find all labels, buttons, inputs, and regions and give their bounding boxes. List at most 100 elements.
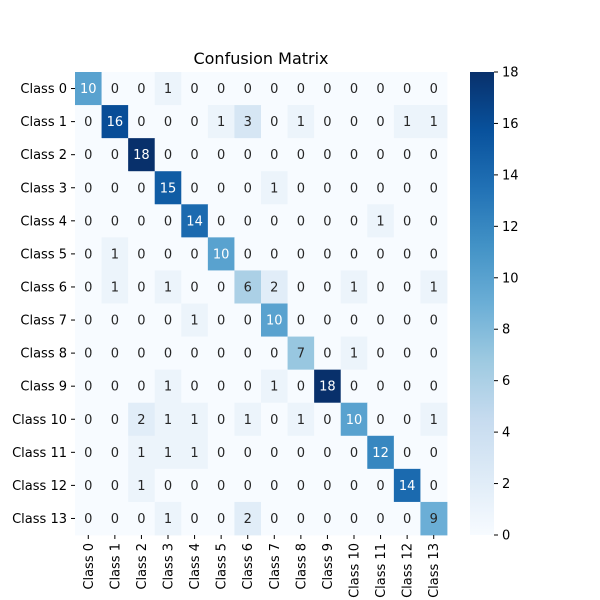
heatmap-cell — [154, 138, 182, 172]
cell-value-label: 0 — [164, 314, 172, 329]
heatmap-cell — [234, 105, 262, 139]
heatmap-cell — [314, 237, 342, 271]
cell-value-label: 0 — [164, 214, 172, 229]
heatmap-cell — [75, 501, 102, 536]
cell-value-label: 0 — [190, 380, 198, 395]
heatmap-cell — [128, 468, 156, 503]
cell-value-label: 0 — [244, 148, 252, 163]
heatmap-cell — [75, 270, 102, 304]
heatmap-cell — [101, 138, 129, 172]
cell-value-label: 0 — [137, 512, 145, 527]
heatmap-cell — [314, 435, 342, 470]
cell-value-label: 1 — [164, 413, 172, 428]
heatmap-cell — [207, 270, 235, 304]
column-tick-label: Class 12 — [401, 543, 416, 598]
heatmap-cell — [367, 468, 395, 503]
cell-value-label: 0 — [137, 214, 145, 229]
cell-value-label: 14 — [399, 479, 416, 494]
cell-value-label: 0 — [297, 181, 305, 196]
heatmap-cell — [420, 468, 448, 503]
cell-value-label: 0 — [270, 214, 278, 229]
cell-value-label: 0 — [297, 214, 305, 229]
heatmap-cell — [367, 501, 395, 536]
colorbar-tick-label: 6 — [502, 374, 510, 389]
heatmap-cell — [287, 435, 315, 470]
cell-value-label: 0 — [190, 347, 198, 362]
column-tick-label: Class 9 — [321, 543, 336, 590]
heatmap-cell — [340, 138, 368, 172]
cell-value-label: 0 — [270, 512, 278, 527]
cell-value-label: 0 — [350, 148, 358, 163]
heatmap-cell — [154, 468, 182, 503]
heatmap-cell — [154, 105, 182, 139]
heatmap-cell — [181, 204, 209, 238]
heatmap-cell — [340, 171, 368, 205]
cell-value-label: 10 — [266, 314, 283, 329]
cell-value-label: 0 — [430, 314, 438, 329]
cell-value-label: 0 — [430, 214, 438, 229]
cell-value-label: 2 — [137, 413, 145, 428]
heatmap-cell — [181, 468, 209, 503]
heatmap-cell — [181, 303, 209, 337]
colorbar-tick-label: 2 — [502, 477, 510, 492]
cell-value-label: 16 — [107, 115, 124, 130]
cell-value-label: 0 — [111, 446, 119, 461]
heatmap-cell — [128, 303, 156, 337]
cell-value-label: 0 — [376, 280, 384, 295]
heatmap-cell — [261, 435, 288, 470]
cell-value-label: 1 — [137, 479, 145, 494]
cell-value-label: 0 — [244, 82, 252, 97]
cell-value-label: 0 — [430, 148, 438, 163]
cell-value-label: 0 — [297, 82, 305, 97]
cell-value-label: 0 — [376, 148, 384, 163]
heatmap-cell — [207, 237, 235, 271]
cell-value-label: 0 — [111, 148, 119, 163]
heatmap-cell — [287, 204, 315, 238]
heatmap-cell — [101, 204, 129, 238]
cell-value-label: 1 — [430, 413, 438, 428]
cell-value-label: 0 — [84, 413, 92, 428]
heatmap-cell — [181, 402, 209, 437]
cell-value-label: 0 — [297, 380, 305, 395]
cell-value-label: 0 — [84, 214, 92, 229]
cell-value-label: 0 — [376, 512, 384, 527]
cell-value-label: 0 — [111, 181, 119, 196]
heatmap-cell — [420, 369, 448, 404]
cell-value-label: 0 — [403, 181, 411, 196]
column-tick-label: Class 8 — [294, 543, 309, 590]
heatmap-cell — [181, 369, 209, 404]
heatmap-cell — [261, 138, 288, 172]
row-tick-label: Class 10 — [12, 413, 67, 428]
heatmap-cell — [287, 72, 315, 106]
heatmap-cell — [393, 171, 421, 205]
cell-value-label: 0 — [323, 82, 331, 97]
cell-value-label: 0 — [190, 280, 198, 295]
cell-value-label: 0 — [403, 446, 411, 461]
heatmap-cell — [75, 204, 102, 238]
cell-value-label: 0 — [297, 446, 305, 461]
row-tick-label: Class 2 — [20, 148, 67, 163]
cell-value-label: 1 — [376, 214, 384, 229]
heatmap-cell — [207, 336, 235, 371]
heatmap-cell — [261, 204, 288, 238]
chart-title: Confusion Matrix — [193, 49, 328, 68]
heatmap-cell — [340, 501, 368, 536]
heatmap-cell — [207, 171, 235, 205]
cell-value-label: 0 — [403, 314, 411, 329]
cell-value-label: 0 — [350, 479, 358, 494]
cell-value-label: 0 — [217, 413, 225, 428]
heatmap-cell — [340, 72, 368, 106]
heatmap-cell — [287, 303, 315, 337]
cell-value-label: 0 — [84, 479, 92, 494]
heatmap-cell — [154, 336, 182, 371]
cell-value-label: 0 — [137, 380, 145, 395]
cell-value-label: 1 — [111, 280, 119, 295]
heatmap-cell — [314, 369, 342, 404]
cell-value-label: 0 — [217, 479, 225, 494]
cell-value-label: 0 — [403, 247, 411, 262]
column-tick-label: Class 4 — [188, 543, 203, 590]
heatmap-cell — [101, 336, 129, 371]
heatmap-cell — [261, 303, 288, 337]
row-tick-label: Class 7 — [20, 314, 67, 329]
